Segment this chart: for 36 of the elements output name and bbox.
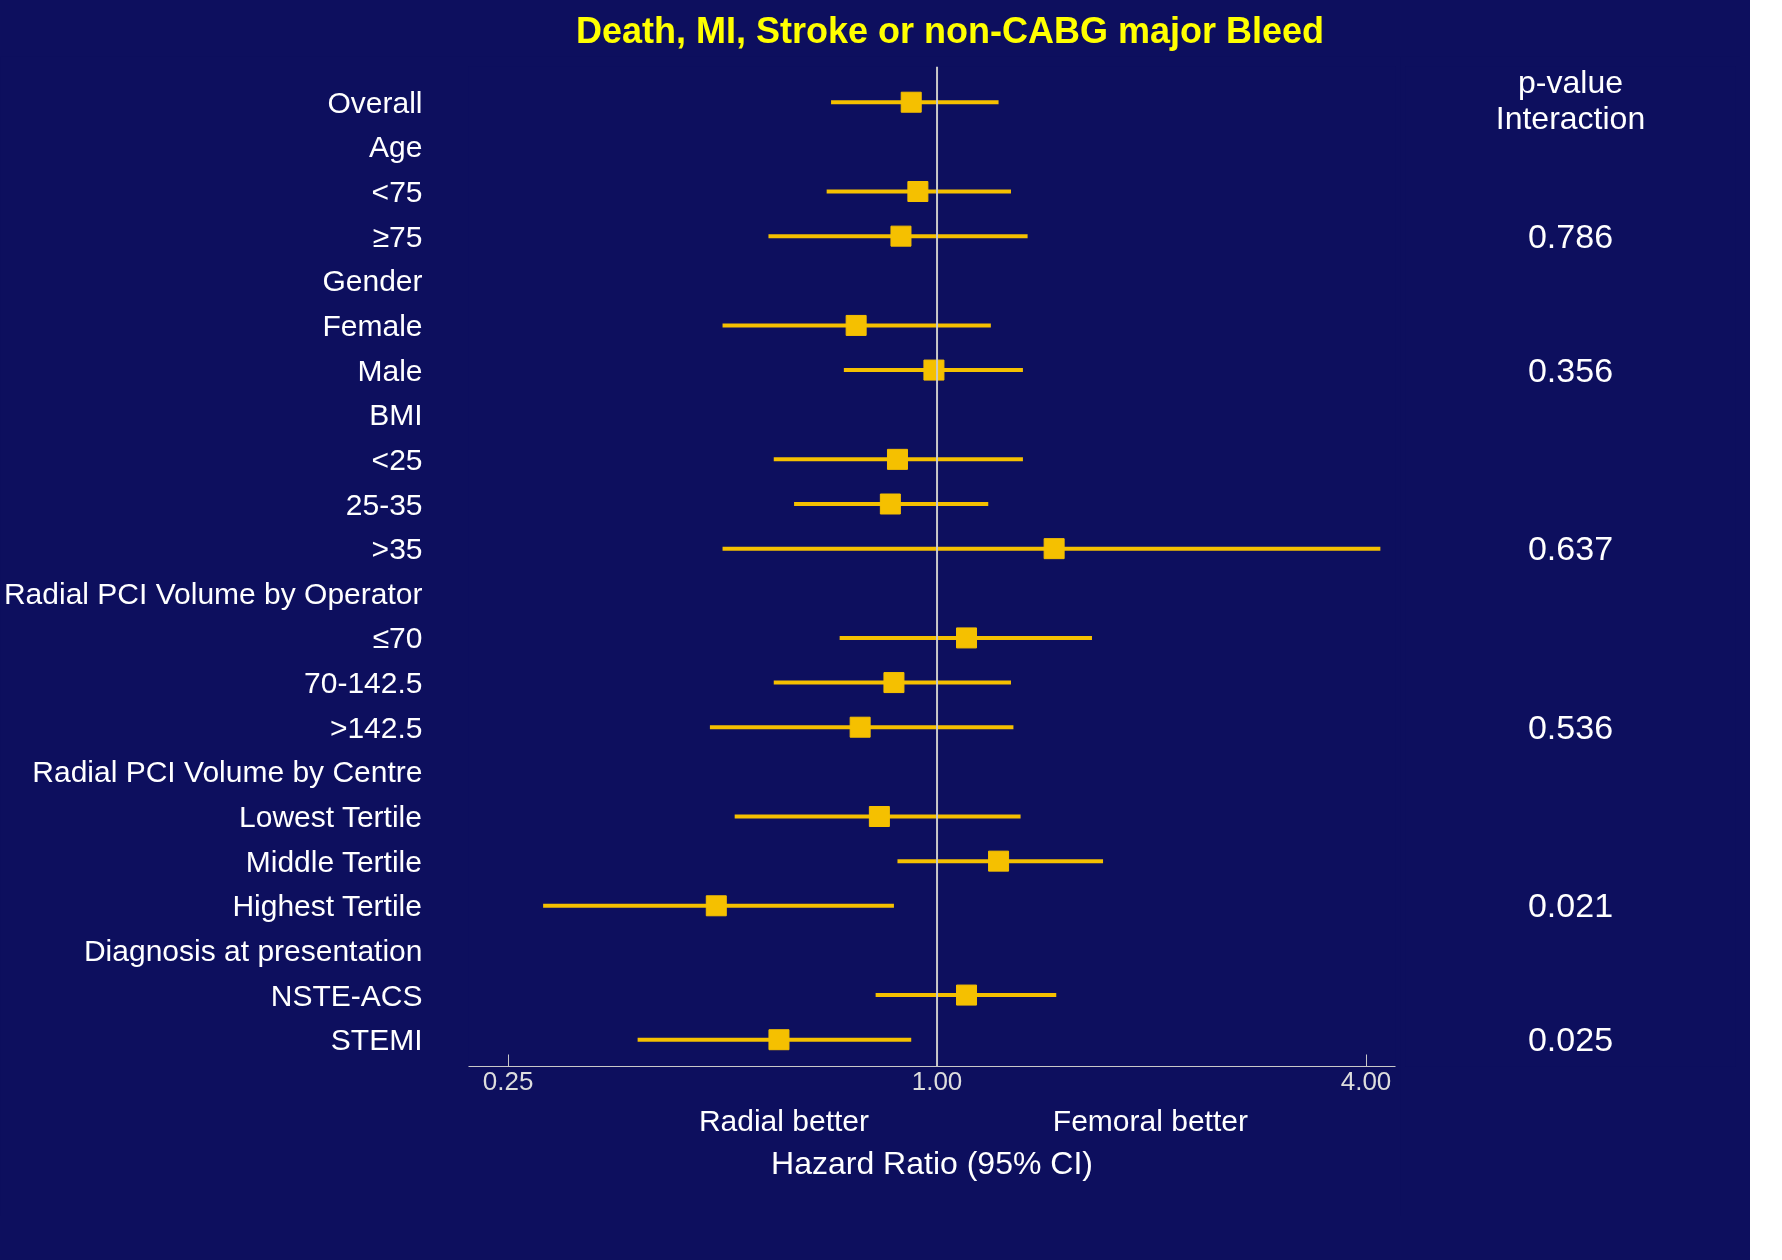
y-tick-label: NSTE-ACS (270, 978, 423, 1012)
y-tick-label: <25 (371, 442, 423, 476)
y-tick-label: Diagnosis at presentation (83, 933, 423, 967)
y-tick-label: Radial PCI Volume by Centre (32, 755, 423, 789)
x-axis-title: Hazard Ratio (95% CI) (771, 1144, 1093, 1181)
x-tick-label: 4.00 (1340, 1065, 1392, 1096)
y-tick-label: STEMI (330, 1023, 423, 1057)
text: Radial better (698, 1103, 870, 1137)
y-tick-label: BMI (369, 398, 423, 432)
y-tick-label: Gender (322, 264, 423, 298)
y-tick-label: Overall (327, 85, 423, 119)
y-tick-label: ≥75 (372, 219, 423, 253)
y-tick-label: ≤70 (372, 621, 423, 655)
y-tick-label: Female (322, 308, 423, 342)
text: Femoral better (1052, 1103, 1248, 1137)
y-tick-label: Highest Tertile (232, 889, 422, 923)
y-tick-label: Male (357, 353, 423, 387)
y-tick-label: >35 (371, 532, 423, 566)
text: 0.356 (1527, 350, 1614, 389)
text: 0.025 (1527, 1020, 1614, 1059)
chart-title: Death, MI, Stroke or non-CABG major Bleed (575, 9, 1325, 53)
text: 0.637 (1527, 529, 1614, 568)
x-tick-label: 0.25 (482, 1065, 534, 1096)
y-tick-label: 70-142.5 (304, 666, 423, 700)
y-tick-label: Age (369, 130, 423, 164)
y-tick-label: >142.5 (329, 710, 423, 744)
text: 0.536 (1527, 707, 1614, 746)
y-tick-label: Lowest Tertile (239, 800, 422, 833)
text: p-value Interaction (1495, 64, 1646, 136)
text: 0.021 (1527, 886, 1614, 925)
text: 0.786 (1527, 216, 1614, 255)
x-tick-label: 1.00 (911, 1065, 963, 1096)
y-tick-label: Middle Tertile (245, 844, 422, 878)
y-tick-label: 25-35 (345, 487, 423, 521)
y-tick-label: <75 (371, 175, 423, 208)
y-tick-label: Radial PCI Volume by Operator (3, 576, 423, 610)
